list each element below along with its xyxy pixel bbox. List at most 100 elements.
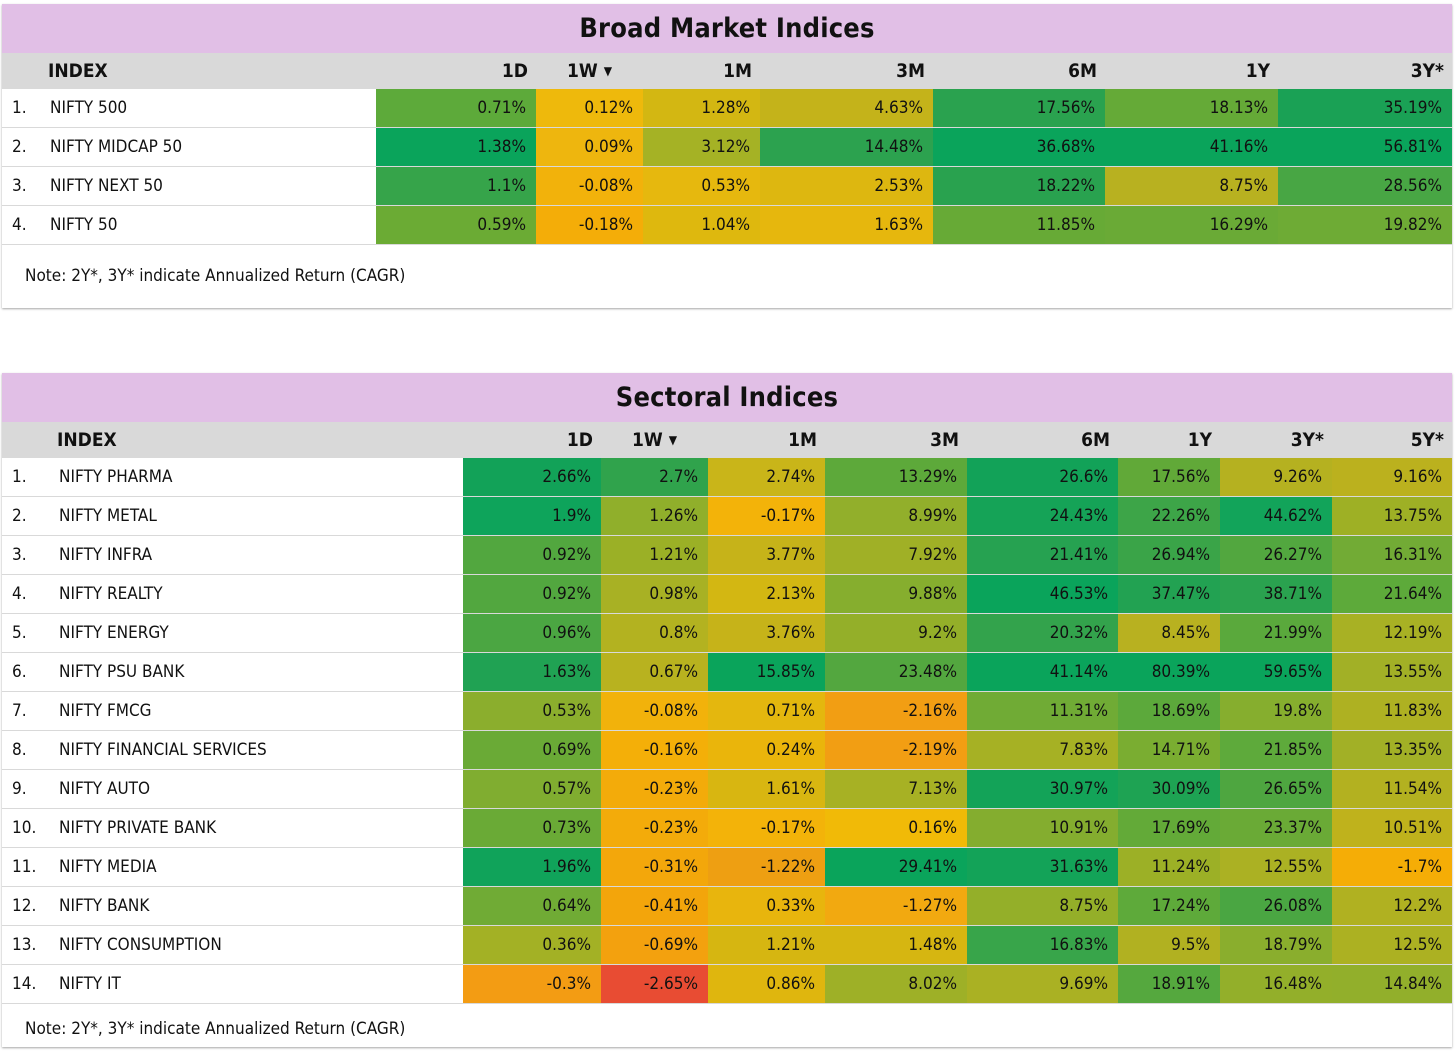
return-cell: 3.77% [708, 535, 825, 575]
return-cell: 1.38% [376, 127, 536, 167]
return-cell: 1.04% [643, 205, 760, 245]
row-number: 12. [2, 886, 49, 926]
return-cell: 9.26% [1220, 458, 1332, 497]
broad-market-body: 1. NIFTY 500 0.71% 0.12% 1.28% 4.63% 17.56% 18.… [2, 89, 1452, 245]
header-3y[interactable]: 3Y* [1220, 422, 1332, 458]
header-6m[interactable]: 6M [967, 422, 1118, 458]
header-1y[interactable]: 1Y [1118, 422, 1220, 458]
return-cell: 17.69% [1118, 808, 1220, 848]
index-name: NIFTY NEXT 50 [40, 166, 376, 206]
header-3m[interactable]: 3M [760, 53, 933, 89]
return-cell: 10.91% [967, 808, 1118, 848]
return-cell: 7.92% [825, 535, 967, 575]
return-cell: 0.73% [463, 808, 601, 848]
return-cell: 19.82% [1278, 205, 1452, 245]
row-number: 5. [2, 613, 49, 653]
return-cell: 59.65% [1220, 652, 1332, 692]
return-cell: 3.12% [643, 127, 760, 167]
return-cell: 8.02% [825, 964, 967, 1004]
header-1w[interactable]: 1W ▼ [601, 422, 708, 458]
row-number: 3. [2, 166, 40, 206]
return-cell: 10.51% [1332, 808, 1452, 848]
return-cell: 56.81% [1278, 127, 1452, 167]
index-name: NIFTY ENERGY [49, 613, 463, 653]
return-cell: -0.18% [536, 205, 643, 245]
header-rownum [2, 422, 49, 458]
index-name: NIFTY FINANCIAL SERVICES [49, 730, 463, 770]
return-cell: 8.75% [1105, 166, 1278, 206]
return-cell: -2.16% [825, 691, 967, 731]
header-1m[interactable]: 1M [708, 422, 825, 458]
return-cell: 1.1% [376, 166, 536, 206]
header-index[interactable]: INDEX [40, 53, 376, 89]
return-cell: 16.48% [1220, 964, 1332, 1004]
table-row: 8. NIFTY FINANCIAL SERVICES 0.69% -0.16% 0.2… [2, 730, 1452, 770]
return-cell: 17.56% [1118, 458, 1220, 497]
return-cell: 1.21% [601, 535, 708, 575]
row-number: 13. [2, 925, 49, 965]
return-cell: -0.3% [463, 964, 601, 1004]
return-cell: 11.31% [967, 691, 1118, 731]
header-1d[interactable]: 1D [376, 53, 536, 89]
return-cell: 0.57% [463, 769, 601, 809]
return-cell: 8.75% [967, 886, 1118, 926]
return-cell: 12.55% [1220, 847, 1332, 887]
return-cell: -1.7% [1332, 847, 1452, 887]
return-cell: 0.24% [708, 730, 825, 770]
return-cell: 22.26% [1118, 496, 1220, 536]
return-cell: 18.13% [1105, 89, 1278, 128]
header-1y[interactable]: 1Y [1105, 53, 1278, 89]
return-cell: 2.66% [463, 458, 601, 497]
header-1d[interactable]: 1D [463, 422, 601, 458]
return-cell: 0.92% [463, 574, 601, 614]
index-name: NIFTY MIDCAP 50 [40, 127, 376, 167]
return-cell: 0.98% [601, 574, 708, 614]
row-number: 14. [2, 964, 49, 1004]
return-cell: 12.19% [1332, 613, 1452, 653]
return-cell: 4.63% [760, 89, 933, 128]
header-1m[interactable]: 1M [643, 53, 760, 89]
return-cell: -0.16% [601, 730, 708, 770]
return-cell: 26.08% [1220, 886, 1332, 926]
return-cell: 18.22% [933, 166, 1105, 206]
return-cell: -0.23% [601, 808, 708, 848]
return-cell: -0.17% [708, 808, 825, 848]
return-cell: 1.96% [463, 847, 601, 887]
broad-market-note: Note: 2Y*, 3Y* indicate Annualized Retur… [25, 266, 406, 286]
return-cell: 9.2% [825, 613, 967, 653]
return-cell: 0.67% [601, 652, 708, 692]
header-index[interactable]: INDEX [49, 422, 463, 458]
return-cell: 0.71% [376, 89, 536, 128]
index-name: NIFTY CONSUMPTION [49, 925, 463, 965]
return-cell: 7.83% [967, 730, 1118, 770]
return-cell: -0.17% [708, 496, 825, 536]
return-cell: 21.85% [1220, 730, 1332, 770]
index-name: NIFTY INFRA [49, 535, 463, 575]
header-6m[interactable]: 6M [933, 53, 1105, 89]
header-1w-label: 1W [631, 429, 663, 451]
index-name: NIFTY FMCG [49, 691, 463, 731]
row-number: 1. [2, 89, 40, 128]
return-cell: 15.85% [708, 652, 825, 692]
header-3y[interactable]: 3Y* [1278, 53, 1452, 89]
return-cell: 0.12% [536, 89, 643, 128]
table-row: 3. NIFTY NEXT 50 1.1% -0.08% 0.53% 2.53% 18.22… [2, 166, 1452, 206]
return-cell: 0.8% [601, 613, 708, 653]
return-cell: 14.71% [1118, 730, 1220, 770]
index-name: NIFTY PSU BANK [49, 652, 463, 692]
row-number: 10. [2, 808, 49, 848]
return-cell: 11.24% [1118, 847, 1220, 887]
return-cell: 14.84% [1332, 964, 1452, 1004]
return-cell: 1.63% [760, 205, 933, 245]
return-cell: 26.65% [1220, 769, 1332, 809]
header-3m[interactable]: 3M [825, 422, 967, 458]
return-cell: 0.86% [708, 964, 825, 1004]
table-row: 12. NIFTY BANK 0.64% -0.41% 0.33% -1.27% 8.75%… [2, 886, 1452, 926]
return-cell: 11.85% [933, 205, 1105, 245]
header-1w[interactable]: 1W ▼ [536, 53, 643, 89]
return-cell: 13.75% [1332, 496, 1452, 536]
return-cell: 29.41% [825, 847, 967, 887]
header-5y[interactable]: 5Y* [1332, 422, 1452, 458]
sector-header-row: INDEX 1D 1W ▼ 1M 3M 6M 1Y 3Y* 5Y* [2, 422, 1452, 458]
row-number: 2. [2, 496, 49, 536]
